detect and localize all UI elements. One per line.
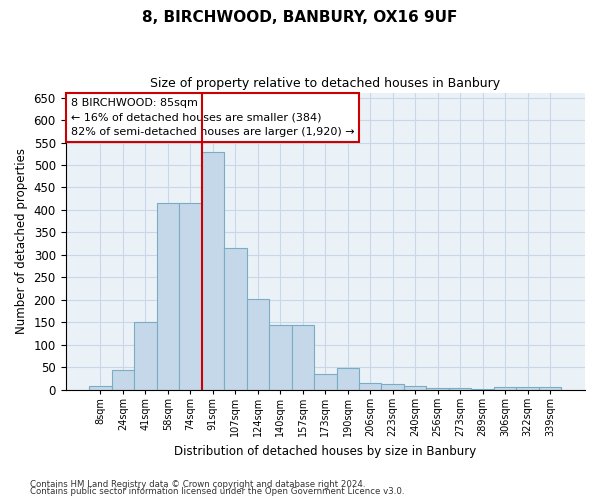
Bar xyxy=(112,370,134,390)
Title: Size of property relative to detached houses in Banbury: Size of property relative to detached ho… xyxy=(150,78,500,90)
Bar xyxy=(337,368,359,390)
Bar xyxy=(494,387,517,390)
Bar xyxy=(382,384,404,390)
Bar xyxy=(134,322,157,390)
Bar xyxy=(224,248,247,390)
Bar xyxy=(179,203,202,390)
Bar xyxy=(269,324,292,390)
Bar xyxy=(292,324,314,390)
Text: Contains public sector information licensed under the Open Government Licence v3: Contains public sector information licen… xyxy=(30,487,404,496)
Bar xyxy=(517,386,539,390)
Bar xyxy=(314,374,337,390)
Bar xyxy=(449,388,472,390)
Text: 8 BIRCHWOOD: 85sqm
← 16% of detached houses are smaller (384)
82% of semi-detach: 8 BIRCHWOOD: 85sqm ← 16% of detached hou… xyxy=(71,98,355,137)
Text: Contains HM Land Registry data © Crown copyright and database right 2024.: Contains HM Land Registry data © Crown c… xyxy=(30,480,365,489)
Bar xyxy=(247,299,269,390)
Bar xyxy=(404,386,427,390)
Bar xyxy=(89,386,112,390)
Bar xyxy=(539,386,562,390)
Bar xyxy=(202,152,224,390)
Bar xyxy=(359,383,382,390)
Bar xyxy=(427,388,449,390)
X-axis label: Distribution of detached houses by size in Banbury: Distribution of detached houses by size … xyxy=(174,444,476,458)
Bar xyxy=(157,203,179,390)
Bar xyxy=(472,389,494,390)
Text: 8, BIRCHWOOD, BANBURY, OX16 9UF: 8, BIRCHWOOD, BANBURY, OX16 9UF xyxy=(142,10,458,25)
Y-axis label: Number of detached properties: Number of detached properties xyxy=(15,148,28,334)
